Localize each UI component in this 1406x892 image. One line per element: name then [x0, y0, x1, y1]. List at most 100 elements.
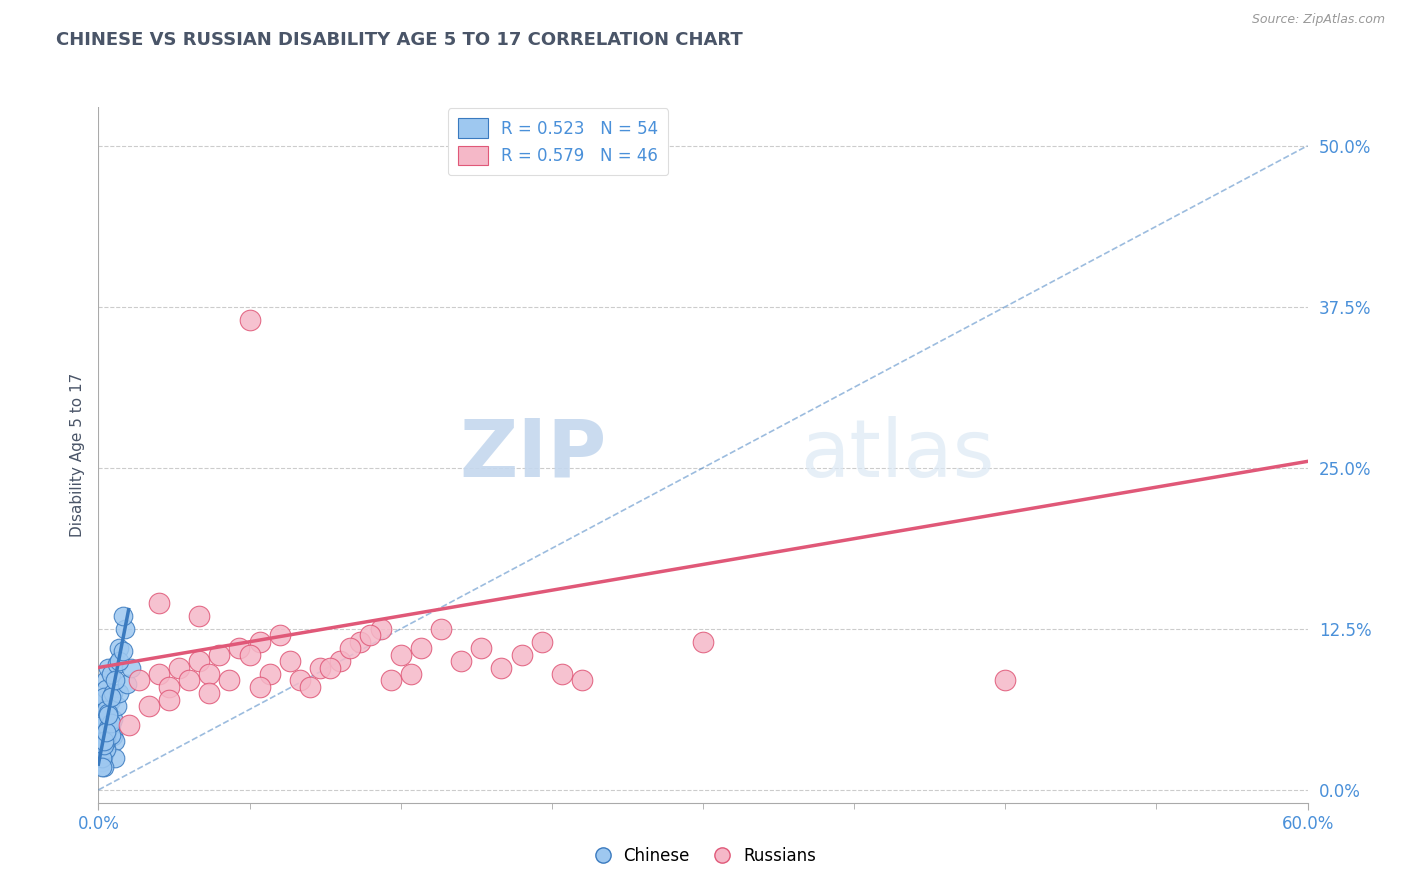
Point: [91, 760, 114, 774]
Point: [97, 712, 120, 726]
Point: [96, 734, 118, 748]
Point: [93, 690, 115, 705]
Point: [115, 677, 138, 691]
Point: [91, 738, 114, 752]
Point: [111, 609, 134, 624]
Point: [105, 699, 128, 714]
Point: [249, 680, 271, 694]
Point: [91, 750, 114, 764]
Point: [179, 673, 201, 688]
Text: CHINESE VS RUSSIAN DISABILITY AGE 5 TO 17 CORRELATION CHART: CHINESE VS RUSSIAN DISABILITY AGE 5 TO 1…: [56, 31, 742, 49]
Point: [360, 628, 382, 642]
Point: [571, 673, 593, 688]
Point: [93, 760, 115, 774]
Point: [692, 634, 714, 648]
Point: [198, 667, 221, 681]
Point: [96, 682, 118, 697]
Point: [101, 729, 124, 743]
Point: [994, 673, 1017, 688]
Point: [339, 641, 361, 656]
Point: [239, 312, 262, 326]
Legend: Chinese, Russians: Chinese, Russians: [583, 840, 823, 872]
Point: [93, 712, 115, 726]
Point: [97, 706, 120, 720]
Point: [96, 715, 118, 730]
Point: [157, 680, 180, 694]
Point: [249, 634, 271, 648]
Legend: R = 0.523   N = 54, R = 0.579   N = 46: R = 0.523 N = 54, R = 0.579 N = 46: [447, 109, 668, 175]
Point: [319, 660, 342, 674]
Point: [228, 641, 250, 656]
Point: [91, 744, 114, 758]
Point: [450, 654, 472, 668]
Point: [188, 609, 211, 624]
Point: [100, 690, 122, 705]
Point: [349, 634, 371, 648]
Point: [138, 699, 160, 714]
Point: [97, 708, 120, 723]
Point: [107, 686, 129, 700]
Point: [288, 673, 311, 688]
Point: [100, 727, 122, 741]
Point: [370, 622, 392, 636]
Point: [100, 718, 122, 732]
Point: [96, 741, 118, 756]
Point: [97, 706, 120, 720]
Point: [269, 628, 291, 642]
Point: [97, 660, 120, 674]
Point: [470, 641, 492, 656]
Point: [389, 648, 412, 662]
Point: [551, 667, 574, 681]
Point: [399, 667, 422, 681]
Point: [100, 667, 122, 681]
Point: [239, 648, 262, 662]
Point: [118, 718, 141, 732]
Point: [91, 750, 114, 764]
Point: [97, 721, 120, 735]
Point: [107, 641, 129, 656]
Point: [188, 654, 211, 668]
Point: [93, 692, 115, 706]
Text: atlas: atlas: [800, 416, 994, 494]
Point: [96, 725, 118, 739]
Point: [93, 721, 115, 735]
Point: [105, 657, 128, 671]
Point: [491, 660, 513, 674]
Point: [93, 747, 115, 761]
Point: [198, 686, 221, 700]
Point: [111, 644, 134, 658]
Point: [208, 648, 231, 662]
Point: [530, 634, 553, 648]
Point: [93, 738, 115, 752]
Point: [96, 673, 118, 688]
Text: ZIP: ZIP: [458, 416, 606, 494]
Point: [100, 715, 122, 730]
Point: [101, 712, 124, 726]
Point: [259, 667, 281, 681]
Point: [510, 648, 533, 662]
Point: [91, 718, 114, 732]
Point: [91, 755, 114, 769]
Point: [114, 622, 136, 636]
Point: [157, 692, 180, 706]
Point: [120, 660, 142, 674]
Y-axis label: Disability Age 5 to 17: Disability Age 5 to 17: [69, 373, 84, 537]
Point: [96, 729, 118, 743]
Point: [329, 654, 352, 668]
Point: [93, 734, 115, 748]
Point: [148, 596, 170, 610]
Point: [107, 654, 129, 668]
Point: [101, 686, 124, 700]
Point: [103, 750, 125, 764]
Point: [309, 660, 332, 674]
Point: [91, 725, 114, 739]
Point: [128, 673, 150, 688]
Point: [409, 641, 432, 656]
Point: [96, 703, 118, 717]
Point: [299, 680, 322, 694]
Point: [91, 734, 114, 748]
Point: [148, 667, 170, 681]
Point: [430, 622, 453, 636]
Point: [103, 673, 125, 688]
Text: Source: ZipAtlas.com: Source: ZipAtlas.com: [1251, 13, 1385, 27]
